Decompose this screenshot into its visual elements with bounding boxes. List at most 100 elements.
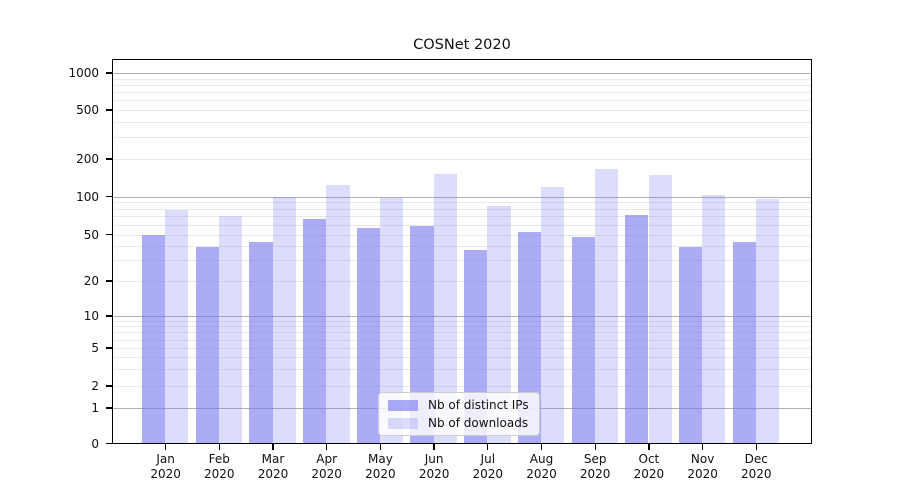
y-tick-label: 10 <box>83 309 99 323</box>
minor-gridline <box>113 110 811 111</box>
y-tick <box>105 233 112 236</box>
x-tick-label: Apr 2020 <box>311 452 342 481</box>
x-tick <box>326 443 328 450</box>
x-tick <box>648 443 650 450</box>
x-tick <box>272 443 274 450</box>
minor-gridline <box>113 386 811 387</box>
bar-distinct-ips <box>517 232 542 444</box>
x-tick-label: Jun 2020 <box>418 452 450 481</box>
y-tick <box>105 442 112 445</box>
minor-gridline <box>113 121 811 123</box>
bar-distinct-ips <box>141 234 166 444</box>
minor-gridline <box>113 159 811 160</box>
bar-downloads <box>433 174 457 444</box>
y-tick-label: 1000 <box>68 66 99 80</box>
bar-downloads <box>702 194 726 444</box>
y-tick <box>105 280 112 282</box>
chart-title: COSNet 2020 <box>413 37 511 53</box>
x-tick-label: Oct 2020 <box>633 452 665 481</box>
legend-swatch-downloads <box>388 417 418 429</box>
minor-gridline <box>113 339 811 341</box>
minor-gridline <box>113 348 811 349</box>
x-tick <box>701 443 704 450</box>
y-tick <box>105 347 112 349</box>
x-tick <box>487 443 489 450</box>
legend: Nb of distinct IPs Nb of downloads <box>378 392 540 436</box>
bar-downloads <box>218 216 243 444</box>
y-tick-label: 200 <box>76 152 99 166</box>
y-tick <box>105 109 112 111</box>
bar-distinct-ips <box>410 226 434 444</box>
minor-gridline <box>113 245 811 247</box>
legend-label-downloads: Nb of downloads <box>428 416 529 430</box>
bar-downloads <box>594 168 619 444</box>
bar-distinct-ips <box>303 218 327 444</box>
bar-downloads <box>648 175 672 444</box>
minor-gridline <box>113 100 811 102</box>
x-tick <box>164 443 167 450</box>
x-tick-label: Mar 2020 <box>257 452 289 481</box>
x-tick-label: Jul 2020 <box>472 452 504 481</box>
x-tick <box>755 443 757 450</box>
bar-distinct-ips <box>249 242 273 444</box>
bar-distinct-ips <box>625 215 649 444</box>
bar-downloads <box>272 196 296 444</box>
y-tick-label: 2 <box>91 379 99 393</box>
minor-gridline <box>113 208 811 210</box>
minor-gridline <box>113 260 811 262</box>
bar-distinct-ips <box>571 236 595 444</box>
y-tick <box>105 407 112 409</box>
minor-gridline <box>113 369 811 371</box>
x-tick-label: Feb 2020 <box>204 452 235 481</box>
x-tick-label: Dec 2020 <box>741 452 772 481</box>
minor-gridline <box>113 224 811 226</box>
x-tick-label: Sep 2020 <box>579 452 611 481</box>
x-tick-label: Nov 2020 <box>687 452 718 481</box>
major-gridline <box>113 316 811 317</box>
minor-gridline <box>113 320 811 322</box>
major-gridline <box>113 196 811 198</box>
minor-gridline <box>113 202 811 204</box>
bar-distinct-ips <box>195 247 219 444</box>
legend-item-downloads: Nb of downloads <box>388 416 529 430</box>
minor-gridline <box>113 137 811 139</box>
bar-distinct-ips <box>356 228 380 444</box>
minor-gridline <box>113 216 811 218</box>
bar-downloads <box>755 198 780 444</box>
x-tick-label: Aug 2020 <box>526 452 557 481</box>
minor-gridline <box>113 234 811 236</box>
legend-swatch-distinct-ips <box>388 399 418 411</box>
x-tick <box>540 443 543 450</box>
legend-label-distinct-ips: Nb of distinct IPs <box>428 398 529 412</box>
y-tick-label: 5 <box>91 341 99 355</box>
x-tick <box>218 443 220 450</box>
bar-distinct-ips <box>732 242 756 444</box>
minor-gridline <box>113 78 811 80</box>
legend-item-distinct-ips: Nb of distinct IPs <box>388 398 529 412</box>
y-tick-label: 20 <box>83 274 99 288</box>
y-tick-label: 50 <box>83 227 99 242</box>
y-tick-label: 1 <box>91 401 99 415</box>
bar-downloads <box>541 187 565 444</box>
y-tick <box>105 315 112 317</box>
minor-gridline <box>113 326 811 328</box>
bar-downloads <box>487 206 511 444</box>
minor-gridline <box>113 281 811 282</box>
y-tick <box>105 196 112 198</box>
x-tick <box>379 443 382 450</box>
minor-gridline <box>113 332 811 334</box>
y-tick <box>105 158 112 160</box>
y-tick <box>105 385 112 387</box>
y-tick-label: 100 <box>76 189 99 204</box>
bar-downloads <box>380 198 404 444</box>
y-tick-label: 0 <box>91 436 99 451</box>
minor-gridline <box>113 357 811 359</box>
x-tick-label: Jan 2020 <box>150 452 181 481</box>
bar-distinct-ips <box>678 247 703 444</box>
bar-downloads <box>165 210 189 444</box>
minor-gridline <box>113 92 811 94</box>
y-tick-label: 500 <box>76 103 99 117</box>
x-tick-label: May 2020 <box>365 452 396 481</box>
major-gridline <box>113 73 811 74</box>
